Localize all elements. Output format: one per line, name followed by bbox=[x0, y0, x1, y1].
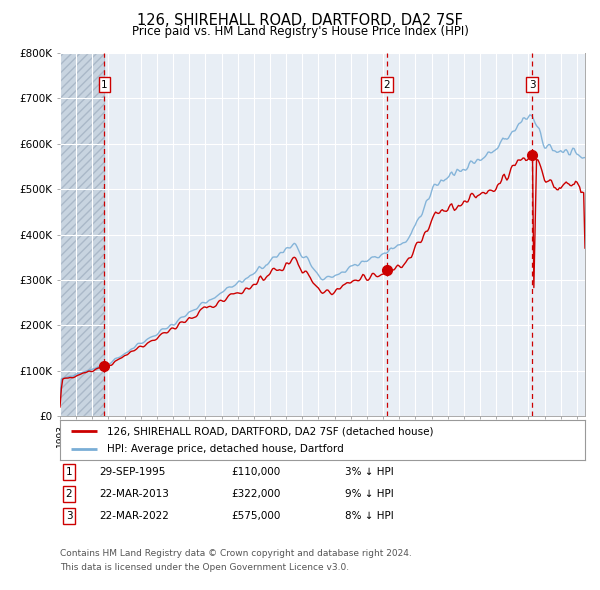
Text: Contains HM Land Registry data © Crown copyright and database right 2024.: Contains HM Land Registry data © Crown c… bbox=[60, 549, 412, 558]
Text: 1: 1 bbox=[101, 80, 108, 90]
Text: 3: 3 bbox=[529, 80, 535, 90]
Text: HPI: Average price, detached house, Dartford: HPI: Average price, detached house, Dart… bbox=[107, 444, 344, 454]
Text: £322,000: £322,000 bbox=[231, 489, 280, 499]
Text: Price paid vs. HM Land Registry's House Price Index (HPI): Price paid vs. HM Land Registry's House … bbox=[131, 25, 469, 38]
Text: 29-SEP-1995: 29-SEP-1995 bbox=[99, 467, 166, 477]
Text: 8% ↓ HPI: 8% ↓ HPI bbox=[345, 511, 394, 520]
Text: 3% ↓ HPI: 3% ↓ HPI bbox=[345, 467, 394, 477]
Text: 9% ↓ HPI: 9% ↓ HPI bbox=[345, 489, 394, 499]
Text: £110,000: £110,000 bbox=[231, 467, 280, 477]
Text: 126, SHIREHALL ROAD, DARTFORD, DA2 7SF: 126, SHIREHALL ROAD, DARTFORD, DA2 7SF bbox=[137, 13, 463, 28]
Text: £575,000: £575,000 bbox=[231, 511, 280, 520]
Text: 3: 3 bbox=[65, 511, 73, 520]
Text: This data is licensed under the Open Government Licence v3.0.: This data is licensed under the Open Gov… bbox=[60, 563, 349, 572]
Text: 22-MAR-2022: 22-MAR-2022 bbox=[99, 511, 169, 520]
Text: 22-MAR-2013: 22-MAR-2013 bbox=[99, 489, 169, 499]
Text: 126, SHIREHALL ROAD, DARTFORD, DA2 7SF (detached house): 126, SHIREHALL ROAD, DARTFORD, DA2 7SF (… bbox=[107, 427, 434, 437]
Text: 2: 2 bbox=[383, 80, 390, 90]
Text: 1: 1 bbox=[65, 467, 73, 477]
Text: 2: 2 bbox=[65, 489, 73, 499]
